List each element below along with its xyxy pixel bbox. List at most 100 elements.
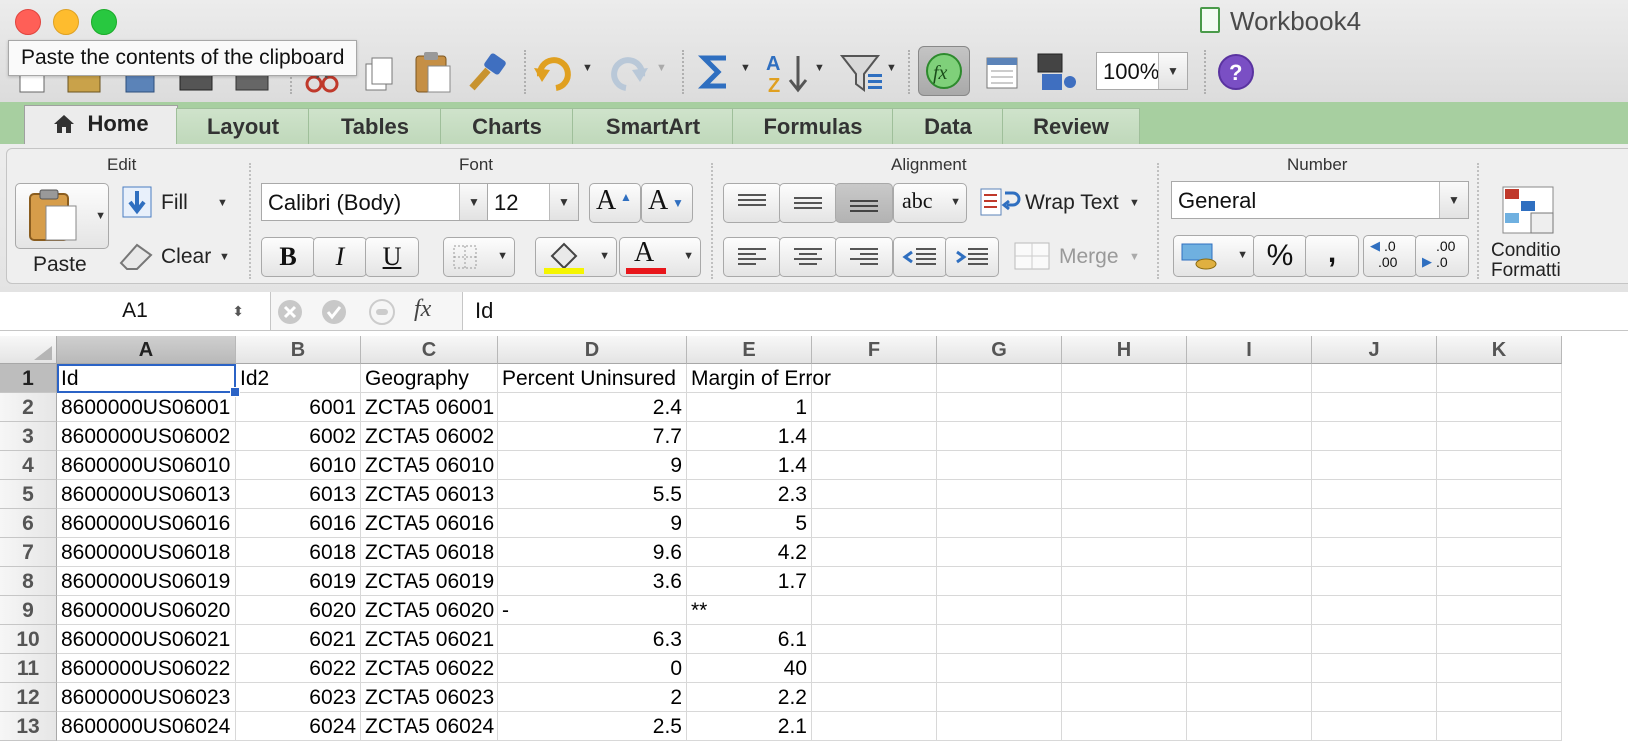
redo-dropdown-icon[interactable]: ▼	[656, 62, 667, 74]
cell-i11[interactable]	[1187, 654, 1312, 683]
column-header-k[interactable]: K	[1437, 336, 1562, 364]
bold-button[interactable]: B	[261, 237, 315, 277]
cell-k13[interactable]	[1437, 712, 1562, 741]
cell-h3[interactable]	[1062, 422, 1187, 451]
cell-d9[interactable]: -	[498, 596, 687, 625]
borders-button[interactable]: ▼	[443, 237, 515, 277]
cell-c11[interactable]: ZCTA5 06022	[361, 654, 498, 683]
cell-g1[interactable]	[937, 364, 1062, 393]
cell-f11[interactable]	[812, 654, 937, 683]
cell-k7[interactable]	[1437, 538, 1562, 567]
cell-k12[interactable]	[1437, 683, 1562, 712]
filter-icon[interactable]	[838, 50, 888, 94]
row-header-9[interactable]: 9	[0, 596, 57, 625]
column-header-a[interactable]: A	[57, 336, 236, 364]
cell-h10[interactable]	[1062, 625, 1187, 654]
cell-h7[interactable]	[1062, 538, 1187, 567]
underline-button[interactable]: U	[365, 237, 419, 277]
undo-dropdown-icon[interactable]: ▼	[582, 62, 593, 74]
row-header-11[interactable]: 11	[0, 654, 57, 683]
cell-b5[interactable]: 6013	[236, 480, 361, 509]
select-all-corner[interactable]	[0, 336, 57, 364]
orientation-button[interactable]: abc ▼	[893, 183, 967, 223]
cell-a10[interactable]: 8600000US06021	[57, 625, 236, 654]
cell-f7[interactable]	[812, 538, 937, 567]
cell-b12[interactable]: 6023	[236, 683, 361, 712]
cell-g2[interactable]	[937, 393, 1062, 422]
cell-e12[interactable]: 2.2	[687, 683, 812, 712]
row-header-8[interactable]: 8	[0, 567, 57, 596]
cell-b6[interactable]: 6016	[236, 509, 361, 538]
cell-e10[interactable]: 6.1	[687, 625, 812, 654]
cell-f1[interactable]	[812, 364, 937, 393]
align-middle-button[interactable]	[779, 183, 837, 223]
column-header-i[interactable]: I	[1187, 336, 1312, 364]
italic-button[interactable]: I	[313, 237, 367, 277]
align-center-button[interactable]	[779, 237, 837, 277]
eraser-icon[interactable]	[117, 241, 153, 271]
wrap-text-icon[interactable]	[979, 185, 1023, 219]
currency-button[interactable]: ▼	[1173, 235, 1255, 277]
cell-d10[interactable]: 6.3	[498, 625, 687, 654]
cell-i12[interactable]	[1187, 683, 1312, 712]
cell-h8[interactable]	[1062, 567, 1187, 596]
cell-h5[interactable]	[1062, 480, 1187, 509]
column-header-d[interactable]: D	[498, 336, 687, 364]
row-header-6[interactable]: 6	[0, 509, 57, 538]
cell-a8[interactable]: 8600000US06019	[57, 567, 236, 596]
autosum-icon[interactable]	[696, 50, 736, 94]
cell-d5[interactable]: 5.5	[498, 480, 687, 509]
name-box[interactable]: A1 ⬍	[0, 292, 271, 330]
cell-d12[interactable]: 2	[498, 683, 687, 712]
cell-g12[interactable]	[937, 683, 1062, 712]
cell-i10[interactable]	[1187, 625, 1312, 654]
align-top-button[interactable]	[723, 183, 781, 223]
fill-button[interactable]: Fill	[161, 191, 188, 214]
cell-f8[interactable]	[812, 567, 937, 596]
cell-g5[interactable]	[937, 480, 1062, 509]
row-header-7[interactable]: 7	[0, 538, 57, 567]
cell-d11[interactable]: 0	[498, 654, 687, 683]
fill-dropdown-icon[interactable]: ▼	[217, 197, 228, 209]
cell-j3[interactable]	[1312, 422, 1437, 451]
align-bottom-button[interactable]	[835, 183, 893, 223]
cell-e6[interactable]: 5	[687, 509, 812, 538]
cell-i5[interactable]	[1187, 480, 1312, 509]
conditional-formatting-button[interactable]: Conditio Formatti	[1491, 240, 1561, 281]
formula-builder-button[interactable]: fx	[918, 46, 970, 96]
tab-formulas[interactable]: Formulas	[732, 108, 894, 145]
cell-j13[interactable]	[1312, 712, 1437, 741]
increase-decimal-button[interactable]: ◀ .0.00	[1363, 235, 1417, 277]
cell-e4[interactable]: 1.4	[687, 451, 812, 480]
cell-d8[interactable]: 3.6	[498, 567, 687, 596]
tab-data[interactable]: Data	[892, 108, 1004, 145]
grow-font-button[interactable]: A ▲	[589, 183, 641, 223]
cell-h9[interactable]	[1062, 596, 1187, 625]
cell-a6[interactable]: 8600000US06016	[57, 509, 236, 538]
cell-i2[interactable]	[1187, 393, 1312, 422]
cell-g4[interactable]	[937, 451, 1062, 480]
cell-j11[interactable]	[1312, 654, 1437, 683]
cell-i1[interactable]	[1187, 364, 1312, 393]
cell-f5[interactable]	[812, 480, 937, 509]
cell-h4[interactable]	[1062, 451, 1187, 480]
paste-icon[interactable]	[410, 50, 454, 94]
column-header-e[interactable]: E	[687, 336, 812, 364]
cell-c13[interactable]: ZCTA5 06024	[361, 712, 498, 741]
decrease-decimal-button[interactable]: .00 ▶ .0	[1415, 235, 1469, 277]
cell-b10[interactable]: 6021	[236, 625, 361, 654]
cell-c12[interactable]: ZCTA5 06023	[361, 683, 498, 712]
cell-j9[interactable]	[1312, 596, 1437, 625]
cell-h2[interactable]	[1062, 393, 1187, 422]
name-box-stepper-icon[interactable]: ⬍	[232, 303, 244, 319]
cell-j4[interactable]	[1312, 451, 1437, 480]
minimize-window-button[interactable]	[53, 9, 79, 35]
cell-h12[interactable]	[1062, 683, 1187, 712]
cell-j2[interactable]	[1312, 393, 1437, 422]
cell-a9[interactable]: 8600000US06020	[57, 596, 236, 625]
cell-g11[interactable]	[937, 654, 1062, 683]
cell-f12[interactable]	[812, 683, 937, 712]
cell-a11[interactable]: 8600000US06022	[57, 654, 236, 683]
cell-k6[interactable]	[1437, 509, 1562, 538]
cell-f4[interactable]	[812, 451, 937, 480]
